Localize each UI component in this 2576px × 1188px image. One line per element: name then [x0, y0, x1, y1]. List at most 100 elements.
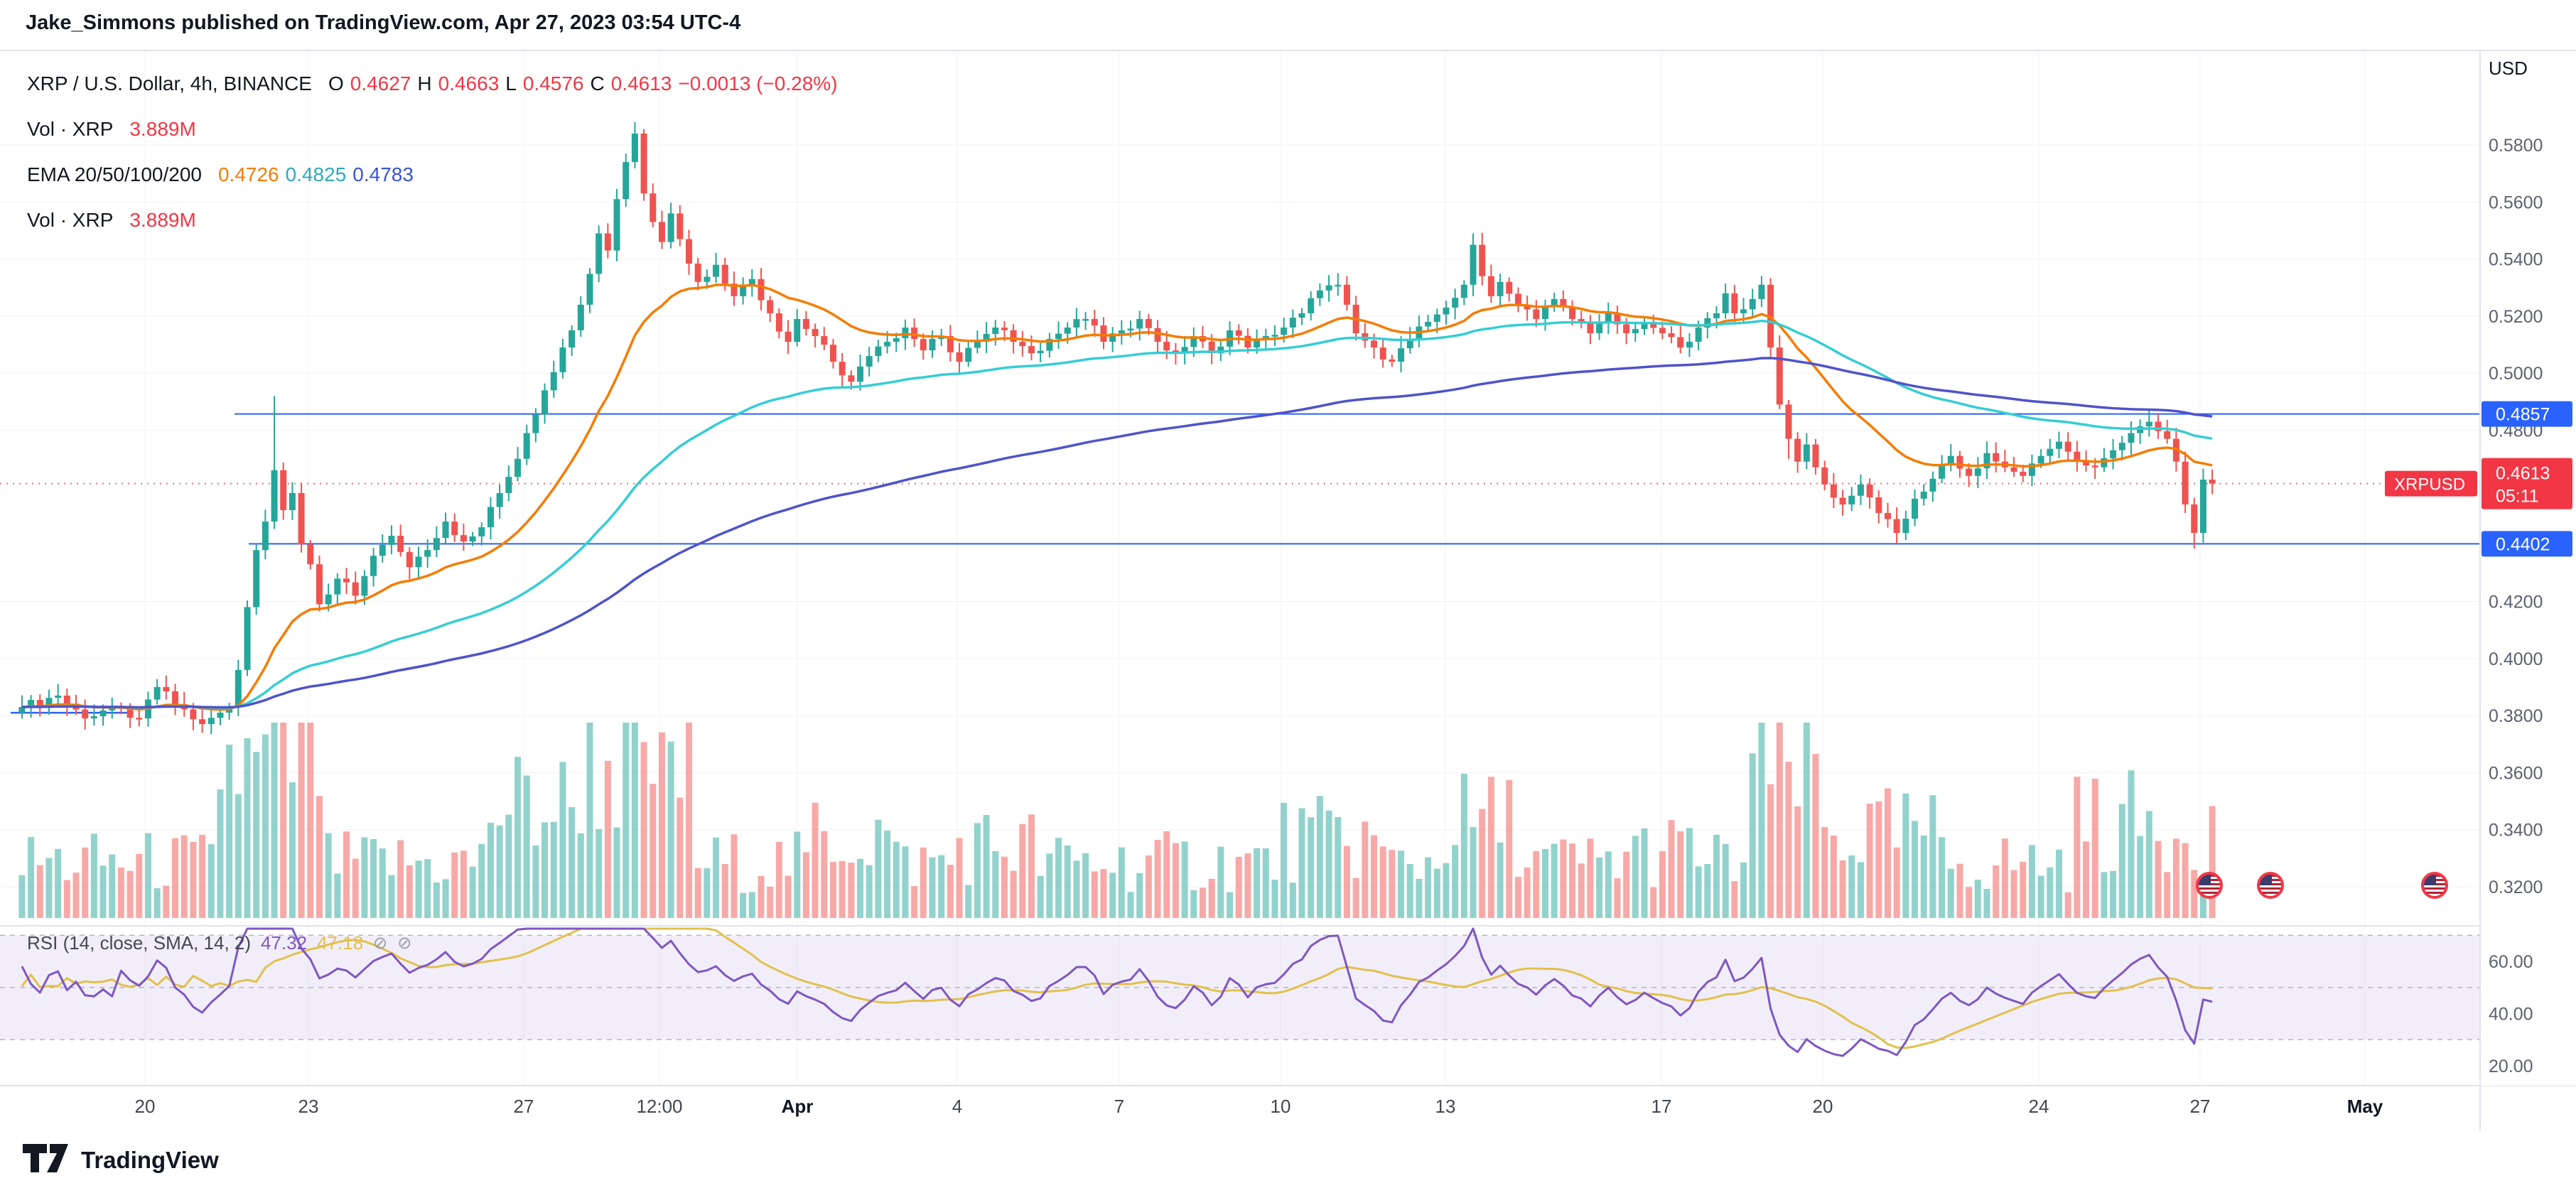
volume-bar: [893, 841, 900, 918]
candle-body: [821, 336, 828, 345]
candle-body: [90, 716, 97, 719]
legend-line1[interactable]: XRP / U.S. Dollar, 4h, BINANCE O 0.4627 H 0.…: [27, 61, 838, 107]
volume-bar: [2047, 867, 2054, 918]
candle-body: [956, 352, 963, 362]
candle-body: [1244, 335, 1251, 348]
candle-body: [496, 492, 503, 507]
candle-body: [2182, 461, 2189, 504]
volume-bar: [1019, 824, 1026, 918]
candle-body: [1632, 329, 1639, 334]
volume-bar: [1695, 866, 1702, 918]
countdown-text: 05:11: [2496, 487, 2539, 507]
price-axis-bg[interactable]: [2480, 50, 2576, 1086]
volume-bar: [117, 867, 124, 918]
candle-body: [2155, 421, 2162, 431]
candle-body: [1731, 293, 1738, 313]
volume-bar: [1425, 857, 1432, 918]
volume-bar: [514, 757, 522, 918]
candle-body: [1217, 346, 1224, 354]
volume-bar: [1785, 762, 1792, 918]
rsi-hide-icon[interactable]: ⊘: [373, 934, 388, 953]
legend-line4[interactable]: Vol · XRP 3.889M: [27, 198, 838, 243]
volume-bar: [640, 742, 647, 918]
volume-bar: [559, 762, 566, 918]
legend-line2[interactable]: Vol · XRP 3.889M: [27, 107, 838, 152]
volume-bar: [1830, 835, 1837, 918]
rsi-hide-icon[interactable]: ⊘: [397, 934, 412, 953]
candle-body: [1443, 307, 1450, 315]
candle-body: [1605, 313, 1612, 323]
volume-bar: [36, 865, 43, 918]
volume-bar: [460, 850, 467, 918]
candle-body: [1190, 336, 1197, 347]
candle-body: [794, 318, 801, 342]
volume-bar: [1569, 843, 1576, 918]
volume-bar: [929, 857, 936, 918]
volume-bar: [1912, 821, 1919, 918]
candle-body: [2047, 448, 2054, 456]
candle-body: [1289, 318, 1296, 328]
candle-body: [1974, 468, 1981, 476]
chart-legend[interactable]: XRP / U.S. Dollar, 4h, BINANCE O 0.4627 H 0.…: [27, 61, 838, 243]
candle-body: [253, 550, 260, 608]
support-price-text: 0.4402: [2496, 534, 2550, 554]
volume-bar: [1262, 848, 1269, 918]
candle-body: [1848, 495, 1855, 504]
volume-bar: [433, 882, 440, 918]
volume-bar: [379, 848, 386, 918]
support-price-box: [2481, 531, 2572, 557]
legend-line3[interactable]: EMA 20/50/100/200 0.4726 0.4825 0.4783: [27, 152, 838, 198]
header: Jake_Simmons published on TradingView.co…: [0, 0, 2576, 51]
us-flag-icon: [2257, 872, 2284, 899]
price-tick-label: 0.4200: [2489, 592, 2543, 612]
volume-bar: [767, 886, 774, 918]
rsi-pane: [0, 927, 2480, 1057]
volume-bar: [280, 723, 287, 918]
candle-body: [992, 327, 999, 335]
candle-body: [559, 347, 566, 372]
price-tick-label: 0.5400: [2489, 250, 2543, 270]
time-axis-labels[interactable]: 20 23 27 12:00 Apr 4 7 10 13 17 20 24 27 May: [135, 1096, 2383, 1117]
candle-body: [361, 576, 368, 596]
volume-bar: [848, 863, 855, 918]
volume-bar: [352, 858, 359, 918]
volume-bar: [596, 828, 603, 918]
volume-bar: [478, 843, 485, 918]
volume-bar: [2037, 875, 2044, 918]
volume-bar: [902, 846, 909, 918]
candle-body: [262, 522, 269, 551]
tradingview-logo-icon[interactable]: [21, 1143, 70, 1177]
time-tick-label: 27: [2190, 1096, 2211, 1117]
candle-body: [929, 338, 936, 351]
volume-bar: [172, 838, 179, 918]
volume-bar: [2172, 838, 2179, 918]
volume-bar: [1713, 834, 1720, 918]
candle-body: [1479, 244, 1486, 276]
volume-bar: [1172, 843, 1179, 918]
candle-body: [623, 162, 630, 200]
candle-body: [190, 709, 197, 720]
volume-bar: [2001, 838, 2008, 918]
candle-body: [460, 535, 467, 542]
rsi-legend[interactable]: RSI (14, close, SMA, 14, 2) 47.32 47.18 …: [27, 932, 411, 954]
us-flag-icon: [2196, 872, 2223, 899]
volume-bar: [794, 831, 801, 918]
volume-bar: [1541, 848, 1548, 918]
volume-bar: [1605, 851, 1612, 918]
time-tick-label: 20: [135, 1096, 156, 1117]
candle-body: [1695, 327, 1702, 342]
candle-body: [1939, 464, 1946, 479]
candle-body: [686, 239, 693, 264]
candle-body: [1614, 313, 1621, 325]
volume-bar: [82, 847, 89, 918]
volume-bar: [1082, 853, 1089, 918]
volume-bar: [1037, 875, 1044, 918]
volume-bar: [623, 723, 630, 918]
tradingview-brand[interactable]: TradingView: [81, 1146, 219, 1173]
candle-body: [1091, 318, 1098, 326]
candle-body: [325, 594, 332, 605]
candle-body: [415, 556, 422, 568]
volume-bar: [1181, 841, 1188, 918]
volume-bar: [1460, 773, 1467, 918]
